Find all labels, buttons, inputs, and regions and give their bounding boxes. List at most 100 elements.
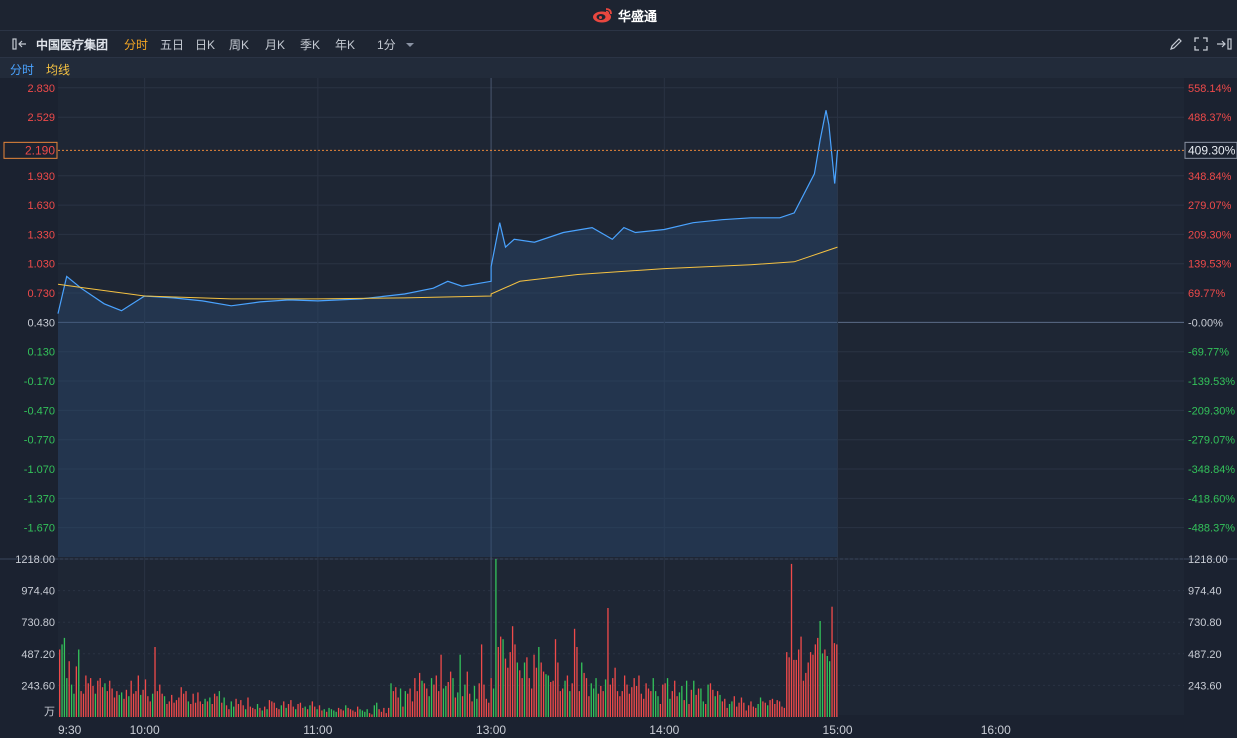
- volume-bar: [674, 680, 676, 717]
- volume-bar: [247, 697, 249, 717]
- volume-bar: [359, 709, 361, 717]
- current-price-label: 2.190: [25, 143, 55, 157]
- intraday-chart[interactable]: 2.830 558.14% 2.529 488.37% 1.930 348.84% 1.63…: [0, 78, 1237, 738]
- volume-bar: [199, 701, 201, 717]
- volume-bar: [113, 697, 116, 717]
- volume-bar: [94, 693, 97, 717]
- volume-bar: [292, 706, 294, 717]
- price-tick-label: -1.370: [24, 493, 55, 505]
- volume-bar: [643, 698, 645, 717]
- volume-bar: [564, 680, 566, 717]
- volume-bar: [252, 707, 254, 717]
- volume-bar: [87, 683, 89, 717]
- pct-tick-label: 209.30%: [1188, 229, 1232, 241]
- volume-bar: [168, 701, 170, 717]
- volume-bar: [149, 701, 151, 717]
- volume-bar: [607, 608, 609, 717]
- legend-price[interactable]: 分时: [10, 63, 35, 77]
- volume-bar: [361, 710, 364, 717]
- volume-bar: [430, 678, 433, 717]
- volume-bar: [154, 647, 156, 717]
- volume-bar: [144, 679, 147, 717]
- price-tick-label: 0.130: [27, 347, 55, 359]
- chevron-down-icon: [406, 43, 415, 47]
- tab-intraday[interactable]: 分时: [124, 38, 149, 52]
- volume-tick-label: 730.80: [21, 617, 55, 629]
- current-price-box: [3, 141, 58, 159]
- volume-bar: [438, 691, 440, 717]
- volume-bar: [397, 697, 399, 717]
- volume-bar: [652, 678, 654, 717]
- tab-weekly-k[interactable]: 周K: [229, 38, 250, 52]
- volume-bar: [778, 701, 781, 717]
- volume-bar: [800, 636, 802, 717]
- fullscreen-icon[interactable]: [1194, 37, 1208, 51]
- volume-bar: [78, 649, 80, 717]
- volume-bar: [333, 710, 335, 717]
- tab-monthly-k[interactable]: 月K: [265, 38, 286, 52]
- volume-bar: [554, 639, 557, 717]
- volume-bar: [609, 684, 611, 717]
- volume-bar: [700, 688, 702, 717]
- volume-bar: [61, 644, 63, 717]
- volume-bar: [619, 696, 621, 717]
- volume-bar: [697, 688, 700, 717]
- volume-bar: [621, 691, 623, 717]
- collapse-left-icon[interactable]: [12, 38, 28, 50]
- volume-bar: [566, 675, 569, 717]
- volume-bar: [228, 709, 230, 717]
- volume-bar: [712, 689, 714, 717]
- volume-bar: [461, 696, 464, 717]
- volume-bar: [695, 694, 697, 717]
- volume-bar: [256, 704, 259, 717]
- volume-bar: [457, 692, 459, 717]
- volume-bar: [459, 654, 461, 717]
- volume-bar: [99, 678, 101, 717]
- volume-bar: [178, 697, 180, 717]
- volume-bar: [764, 702, 766, 717]
- brand-logo: 华盛通: [592, 6, 657, 24]
- volume-bar: [645, 683, 647, 717]
- pct-tick-label: -0.00%: [1188, 317, 1223, 329]
- volume-bar: [495, 559, 497, 717]
- pencil-icon[interactable]: [1169, 37, 1183, 51]
- volume-bar: [101, 687, 104, 717]
- collapse-right-icon[interactable]: [1216, 38, 1232, 50]
- volume-bar: [304, 706, 306, 717]
- volume-bar: [535, 667, 538, 717]
- volume-bar: [163, 696, 166, 717]
- interval-select[interactable]: 1分: [377, 36, 415, 53]
- volume-bar: [478, 683, 480, 717]
- tab-yearly-k[interactable]: 年K: [335, 38, 356, 52]
- volume-bar: [731, 701, 733, 717]
- volume-bar: [261, 710, 263, 717]
- volume-bar: [500, 636, 502, 717]
- volume-tick-label: 1218.00: [15, 554, 55, 566]
- volume-bar: [812, 654, 814, 717]
- legend-average[interactable]: 均线: [46, 63, 71, 77]
- volume-bar: [552, 680, 554, 717]
- volume-bar: [540, 662, 542, 717]
- volume-bar: [631, 687, 633, 717]
- volume-bar: [371, 714, 373, 717]
- tab-five-day[interactable]: 五日: [160, 38, 185, 52]
- volume-tick-label: 243.60: [1188, 680, 1222, 692]
- volume-bar: [92, 685, 94, 717]
- volume-bar: [528, 678, 530, 717]
- volume-bar: [414, 678, 416, 717]
- volume-bar: [278, 709, 280, 717]
- volume-bar: [299, 702, 302, 717]
- volume-bar: [707, 684, 709, 717]
- volume-bar: [836, 644, 838, 717]
- volume-bar: [390, 683, 392, 717]
- volume-bar: [323, 709, 325, 717]
- volume-bar: [757, 704, 759, 717]
- volume-bar: [736, 706, 738, 717]
- tab-quarterly-k[interactable]: 季K: [300, 38, 321, 52]
- volume-bar: [280, 705, 283, 717]
- volume-bar: [204, 698, 206, 717]
- tab-daily-k[interactable]: 日K: [195, 38, 216, 52]
- volume-bar: [562, 688, 564, 717]
- volume-bar: [230, 701, 232, 717]
- stock-name[interactable]: 中国医疗集团: [36, 38, 109, 52]
